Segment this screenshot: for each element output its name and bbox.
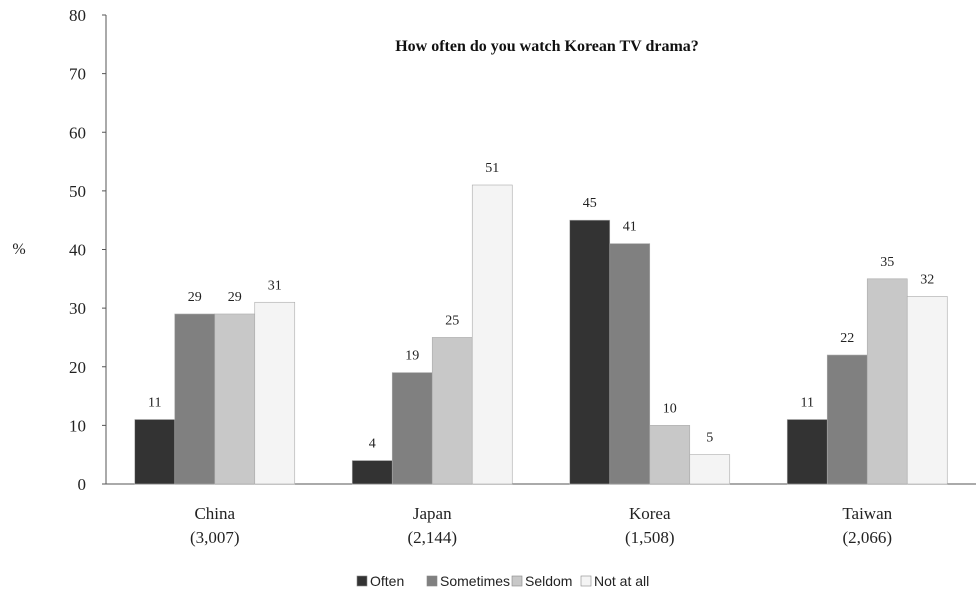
y-tick-label: 50 <box>69 182 86 201</box>
data-label: 51 <box>485 161 499 176</box>
y-tick-label: 40 <box>69 241 86 260</box>
data-label: 41 <box>623 220 637 235</box>
data-label: 45 <box>583 196 597 211</box>
bar <box>214 313 256 485</box>
y-tick-label: 20 <box>69 358 86 377</box>
y-tick-label: 60 <box>69 123 86 142</box>
bar <box>569 219 611 485</box>
y-axis-label: % <box>12 241 25 258</box>
category-count-label: (2,144) <box>407 528 457 547</box>
bar <box>826 354 868 485</box>
bar <box>174 313 216 485</box>
data-label: 35 <box>880 255 894 270</box>
legend-swatch <box>580 575 592 587</box>
y-tick-label: 10 <box>69 416 86 435</box>
data-label: 4 <box>369 437 376 452</box>
category-label: Korea <box>629 504 671 523</box>
legend-swatch <box>511 575 523 587</box>
bar <box>609 243 651 485</box>
bar <box>254 301 296 485</box>
legend-label: Seldom <box>525 573 572 589</box>
y-tick-label: 70 <box>69 65 86 84</box>
bar <box>134 419 176 485</box>
legend-swatch <box>426 575 438 587</box>
bar <box>391 372 433 485</box>
labels: 11 29 29 31 China (3,007) 4 19 25 51 Japan (2,144) 4… <box>148 161 934 547</box>
category-label: Taiwan <box>842 504 892 523</box>
category-label: Japan <box>413 504 452 523</box>
legend: Often Sometimes Seldom Not at all <box>356 573 649 589</box>
category-count-label: (1,508) <box>625 528 675 547</box>
data-label: 29 <box>188 290 202 305</box>
bar <box>866 278 908 485</box>
legend-label: Sometimes <box>440 573 510 589</box>
data-label: 25 <box>445 313 459 328</box>
data-label: 32 <box>920 272 934 287</box>
bar <box>471 184 513 485</box>
bar <box>431 337 473 485</box>
chart-title: How often do you watch Korean TV drama? <box>395 38 699 55</box>
bar <box>786 419 828 485</box>
bar <box>689 454 731 485</box>
data-label: 11 <box>148 396 161 411</box>
bar <box>351 460 393 485</box>
data-label: 19 <box>405 349 419 364</box>
bar <box>649 425 691 485</box>
bars <box>134 184 948 485</box>
data-label: 10 <box>663 401 677 416</box>
legend-label: Not at all <box>594 573 649 589</box>
category-count-label: (2,066) <box>842 528 892 547</box>
data-label: 31 <box>268 278 282 293</box>
data-label: 5 <box>706 431 713 446</box>
legend-swatch <box>356 575 368 587</box>
legend-label: Often <box>370 573 404 589</box>
category-label: China <box>194 504 235 523</box>
data-label: 11 <box>801 396 814 411</box>
y-tick-label: 80 <box>69 6 86 25</box>
y-tick-label: 30 <box>69 299 86 318</box>
category-count-label: (3,007) <box>190 528 240 547</box>
data-label: 29 <box>228 290 242 305</box>
data-label: 22 <box>840 331 854 346</box>
y-tick-label: 0 <box>78 475 87 494</box>
bar <box>906 296 948 485</box>
